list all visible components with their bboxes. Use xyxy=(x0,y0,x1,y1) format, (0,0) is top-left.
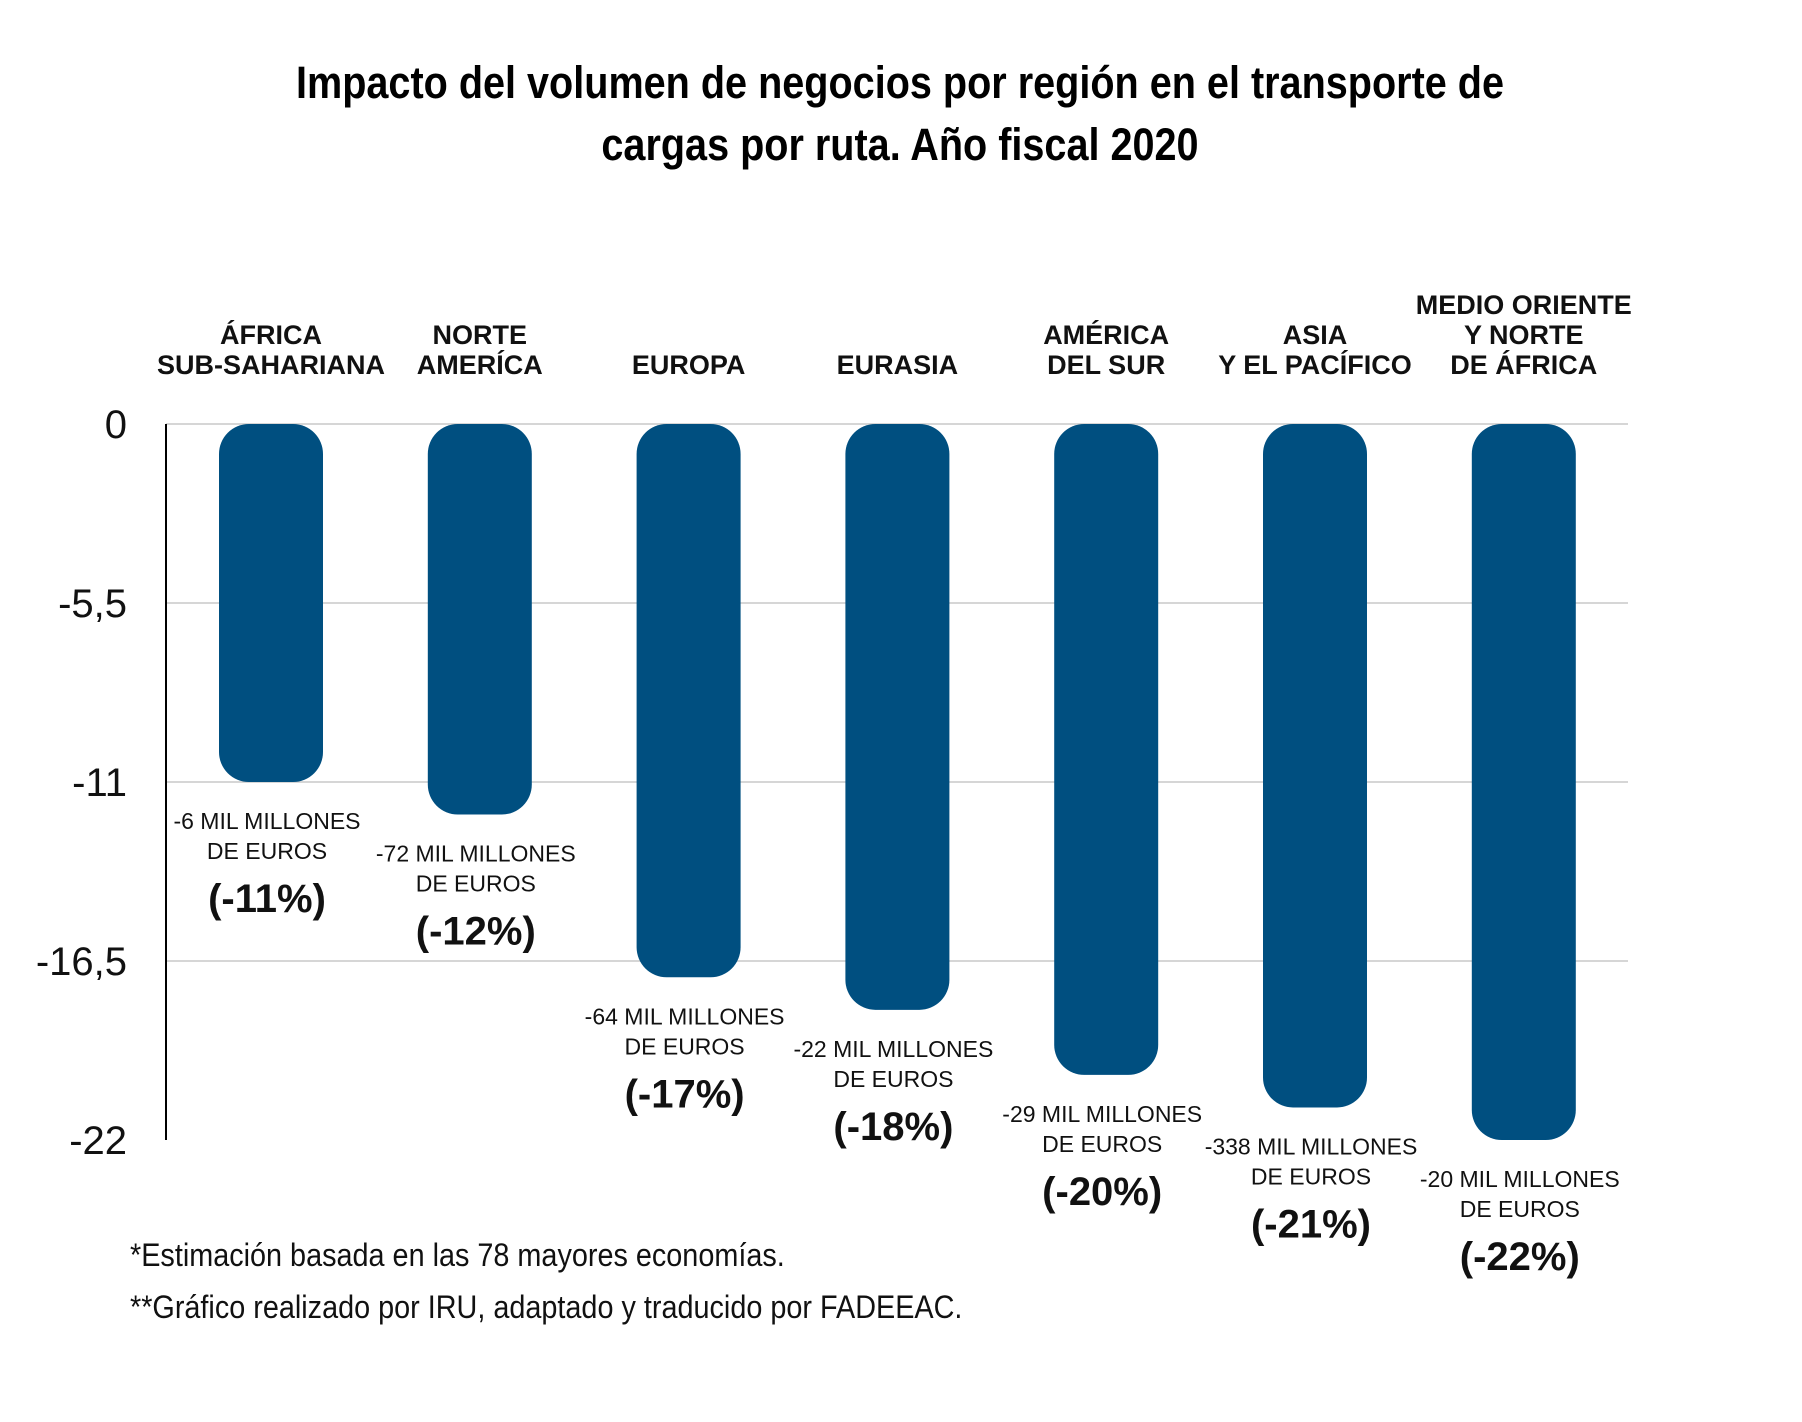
data-labels: -6 MIL MILLONES DE EUROS (-11%) -72 MIL MIL… xyxy=(173,808,1619,1279)
amount-label: -6 MIL MILLONES xyxy=(173,808,360,834)
percent-label: (-17%) xyxy=(625,1072,745,1116)
amount-label: -22 MIL MILLONES xyxy=(793,1036,993,1062)
category-label: ASIA xyxy=(1283,320,1348,350)
category-label: Y NORTE xyxy=(1464,320,1584,350)
amount-label: DE EUROS xyxy=(625,1033,745,1059)
amount-label: -64 MIL MILLONES xyxy=(585,1003,785,1029)
y-tick-label: -16,5 xyxy=(36,940,127,984)
amount-label: DE EUROS xyxy=(1460,1196,1580,1222)
amount-label: DE EUROS xyxy=(416,871,536,897)
amount-label: DE EUROS xyxy=(833,1066,953,1092)
amount-label: -338 MIL MILLONES xyxy=(1205,1133,1418,1159)
category-label: EURASIA xyxy=(837,350,959,380)
y-tick-label: -22 xyxy=(69,1119,127,1163)
bar xyxy=(1263,424,1367,1108)
percent-label: (-20%) xyxy=(1042,1170,1162,1214)
y-tick-label: -5,5 xyxy=(58,582,127,626)
y-tick-label: 0 xyxy=(105,403,127,447)
y-tick-label: -11 xyxy=(72,761,127,805)
percent-label: (-21%) xyxy=(1251,1202,1371,1246)
category-label: DEL SUR xyxy=(1047,350,1165,380)
amount-label: -29 MIL MILLONES xyxy=(1002,1101,1202,1127)
percent-label: (-18%) xyxy=(833,1105,953,1149)
category-label: AMERÍCA xyxy=(417,349,543,380)
percent-label: (-12%) xyxy=(416,910,536,954)
bar xyxy=(845,424,950,1010)
category-label: DE ÁFRICA xyxy=(1450,349,1597,380)
amount-label: -20 MIL MILLONES xyxy=(1420,1166,1620,1192)
amount-label: -72 MIL MILLONES xyxy=(376,841,576,867)
bars xyxy=(219,424,1576,1140)
category-label: ÁFRICA xyxy=(220,319,322,350)
percent-label: (-22%) xyxy=(1460,1235,1580,1279)
amount-label: DE EUROS xyxy=(1042,1131,1162,1157)
amount-label: DE EUROS xyxy=(207,838,327,864)
category-label: MEDIO ORIENTE xyxy=(1416,290,1632,320)
bar xyxy=(1471,424,1576,1140)
footnote-estimation: *Estimación basada en las 78 mayores eco… xyxy=(130,1237,785,1273)
category-label: AMÉRICA xyxy=(1043,319,1169,350)
amount-label: DE EUROS xyxy=(1251,1163,1371,1189)
y-axis: 0 -5,5 -11 -16,5 -22 xyxy=(36,403,167,1163)
bar xyxy=(1054,424,1159,1075)
bar xyxy=(636,424,741,978)
bar xyxy=(427,424,532,815)
chart-title: Impacto del volumen de negocios por regi… xyxy=(295,57,1505,170)
category-label: Y EL PACÍFICO xyxy=(1218,349,1412,380)
percent-label: (-11%) xyxy=(208,877,326,921)
category-label: SUB-SAHARIANA xyxy=(157,350,385,380)
category-label: NORTE xyxy=(433,320,528,350)
category-label: EUROPA xyxy=(632,350,746,380)
footnote-source: **Gráfico realizado por IRU, adaptado y … xyxy=(130,1289,963,1325)
bar xyxy=(219,424,323,782)
